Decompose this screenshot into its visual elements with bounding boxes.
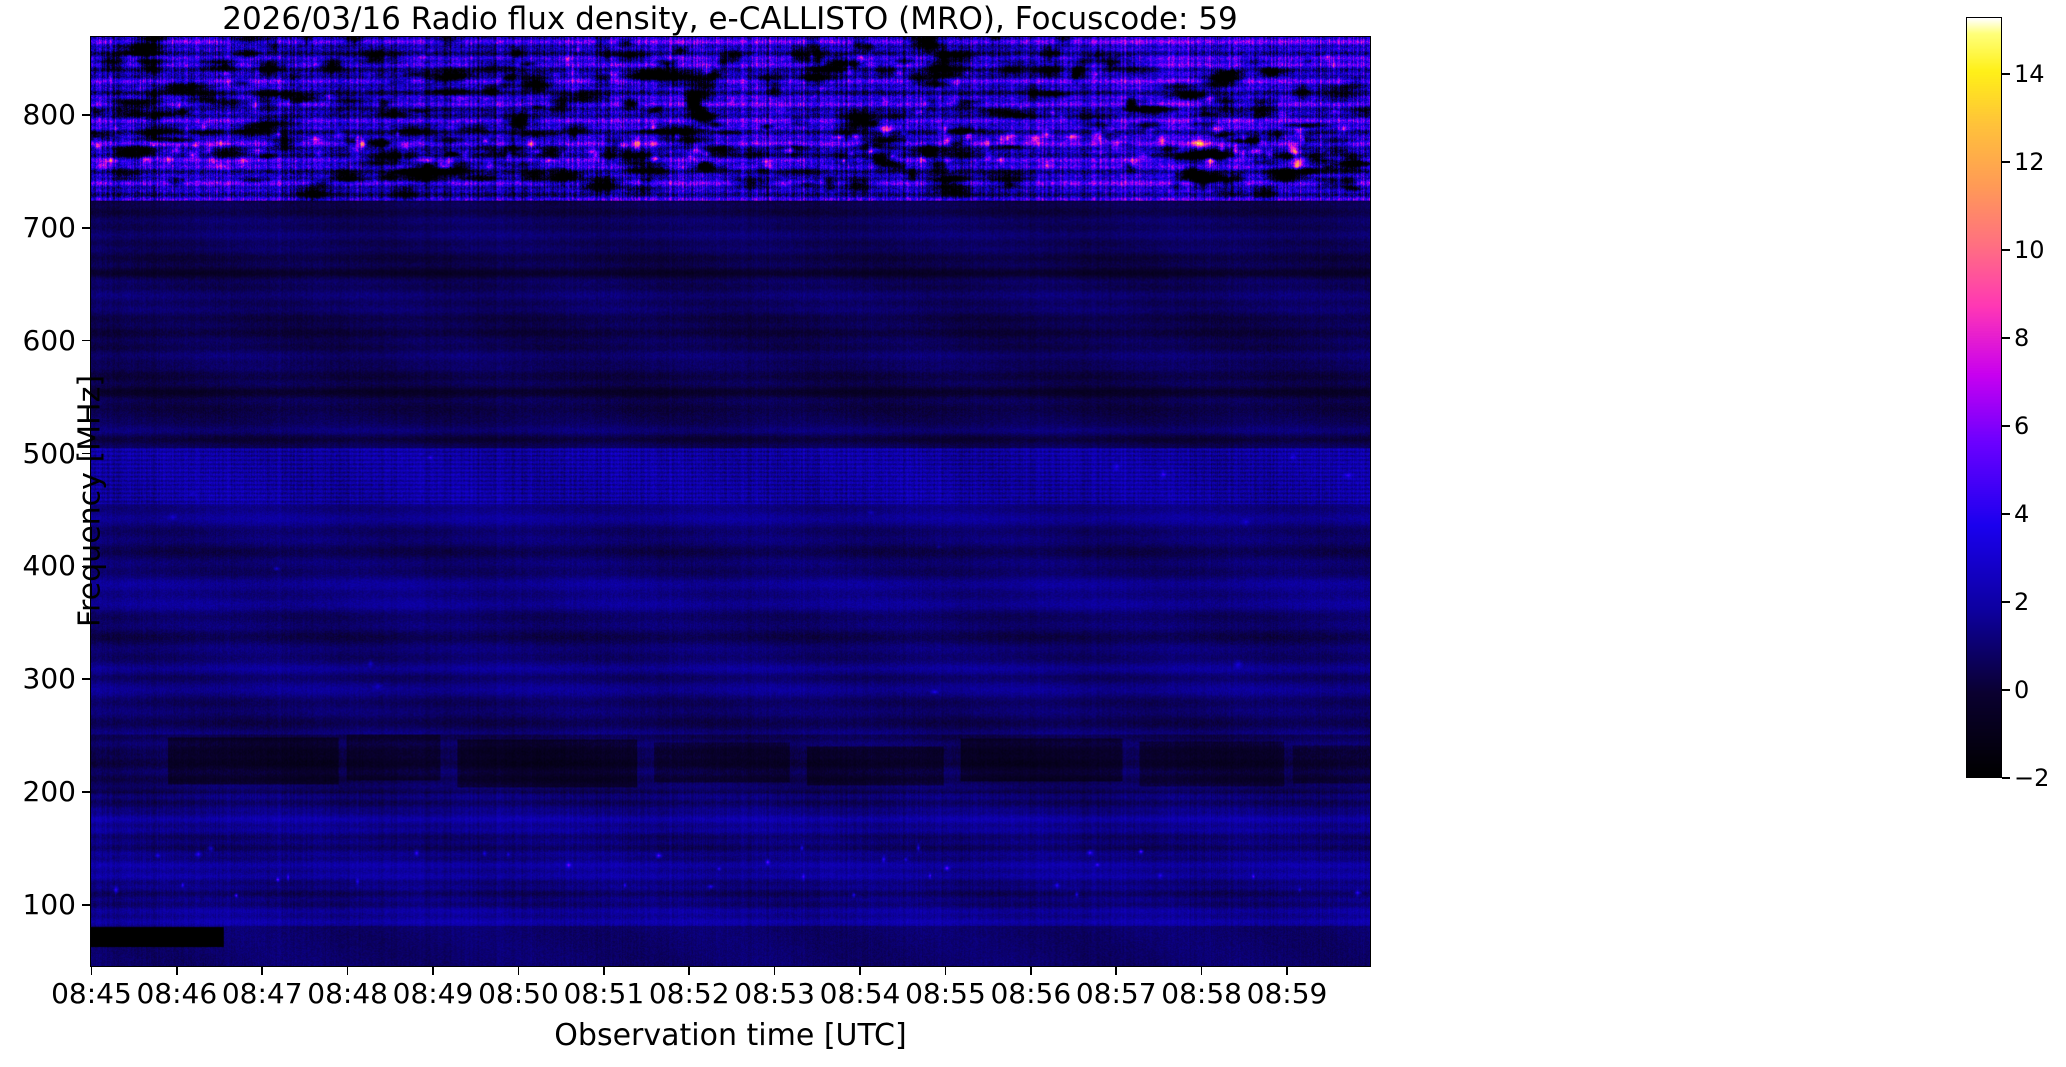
colorbar-tick-mark	[2002, 425, 2010, 427]
x-tick-label: 08:49	[392, 977, 474, 1010]
x-tick-label: 08:59	[1246, 977, 1328, 1010]
y-axis-label: Frequency [MHz]	[72, 374, 108, 628]
x-tick-mark	[1200, 967, 1203, 975]
y-tick-mark	[82, 678, 90, 681]
chart-title: 2026/03/16 Radio flux density, e-CALLIST…	[222, 1, 1238, 37]
colorbar-tick-label: 8	[2014, 324, 2030, 353]
colorbar-tick-mark	[2002, 73, 2010, 75]
x-tick-label: 08:54	[819, 977, 901, 1010]
x-tick-mark	[346, 967, 349, 975]
x-tick-label: 08:48	[307, 977, 388, 1010]
colorbar-tick-mark	[2002, 249, 2010, 251]
x-tick-mark	[176, 967, 178, 975]
x-tick-label: 08:47	[221, 977, 303, 1010]
y-tick-mark	[82, 904, 90, 906]
y-tick-mark	[82, 114, 90, 116]
x-tick-label: 08:50	[478, 977, 559, 1010]
y-tick-mark	[82, 565, 90, 568]
x-tick-label: 08:52	[648, 977, 730, 1010]
y-tick-mark	[82, 452, 90, 455]
x-tick-mark	[517, 967, 520, 975]
y-tick-mark	[82, 227, 90, 229]
x-tick-mark	[688, 967, 691, 975]
x-tick-mark	[432, 967, 434, 975]
colorbar-tick-label: 6	[2014, 412, 2030, 441]
x-tick-label: 08:57	[1075, 977, 1157, 1010]
colorbar-tick-label: −2	[2014, 764, 2050, 792]
x-tick-mark	[261, 967, 264, 975]
x-tick-label: 08:51	[563, 977, 645, 1010]
y-tick-label: 500	[22, 436, 76, 470]
x-axis-label: Observation time [UTC]	[554, 1018, 907, 1053]
colorbar-tick-mark	[2002, 601, 2010, 603]
colorbar-tick-mark	[2002, 161, 2010, 163]
x-tick-label: 08:56	[990, 977, 1072, 1010]
x-tick-mark	[90, 967, 93, 975]
x-tick-mark	[1030, 967, 1032, 975]
colorbar-tick-label: 12	[2014, 148, 2045, 177]
x-tick-label: 08:46	[136, 977, 218, 1010]
colorbar-tick-label: 14	[2014, 60, 2045, 89]
colorbar-tick-mark	[2002, 777, 2010, 779]
x-tick-label: 08:53	[734, 977, 815, 1010]
colorbar-tick-mark	[2002, 337, 2010, 339]
x-tick-label: 08:58	[1161, 977, 1242, 1010]
colorbar-tick-label: 0	[2014, 676, 2030, 705]
spectrogram-axes	[90, 36, 1371, 967]
y-tick-label: 700	[22, 210, 76, 244]
y-tick-mark	[82, 791, 90, 793]
x-tick-mark	[1115, 967, 1118, 975]
colorbar-tick-mark	[2002, 689, 2010, 691]
y-tick-mark	[82, 339, 90, 342]
colorbar-gradient	[1967, 18, 2001, 777]
colorbar-tick-label: 4	[2014, 500, 2030, 529]
y-tick-label: 800	[22, 97, 76, 131]
x-tick-label: 08:55	[905, 977, 986, 1010]
y-tick-label: 400	[22, 549, 76, 583]
colorbar	[1966, 17, 2002, 778]
x-tick-label: 08:45	[51, 977, 132, 1010]
y-tick-label: 100	[22, 887, 76, 921]
y-tick-label: 200	[22, 775, 76, 809]
x-tick-mark	[1286, 967, 1288, 975]
y-tick-label: 600	[22, 323, 76, 357]
colorbar-tick-mark	[2002, 513, 2010, 515]
x-tick-mark	[603, 967, 605, 975]
y-tick-label: 300	[22, 662, 76, 696]
colorbar-tick-label: 10	[2014, 236, 2045, 265]
x-tick-mark	[773, 967, 776, 975]
colorbar-tick-label: 2	[2014, 588, 2030, 617]
x-tick-mark	[944, 967, 947, 975]
spectrogram-image	[91, 37, 1370, 966]
x-tick-mark	[859, 967, 861, 975]
